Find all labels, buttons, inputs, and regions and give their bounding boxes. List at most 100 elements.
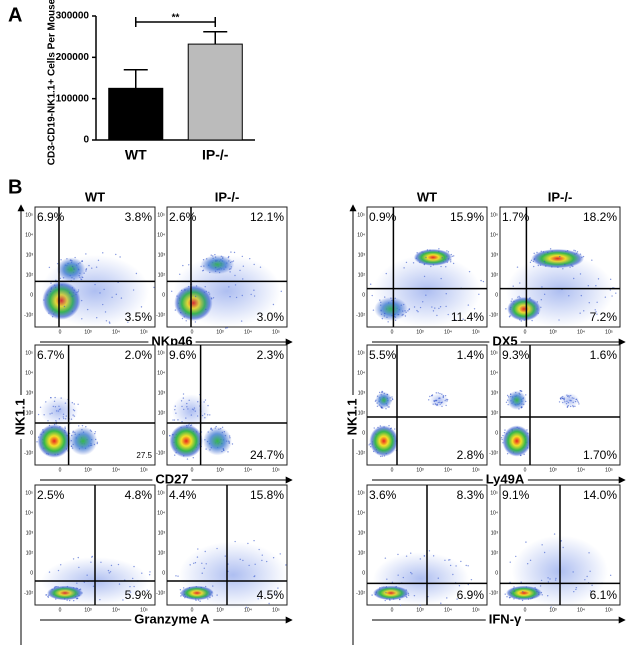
event-dot [227,451,229,453]
x-tick-label: 10⁴ [577,329,585,335]
y-tick-label: -10² [156,590,165,596]
y-tick-label: 10⁵ [490,212,498,218]
x-tick-label: 10³ [216,329,224,335]
y-tick-label: 10³ [358,390,366,396]
x-axis-label: CD27 [155,471,188,486]
y-tick-label: 10² [491,550,499,556]
event-dot [180,595,182,597]
y-tick-label: -10² [24,590,33,596]
event-dot [387,321,389,323]
event-dot [373,427,375,429]
event-dot [508,316,511,318]
density-blob [506,255,614,327]
y-tick-label: 10³ [491,530,499,536]
y-tick-label: 0 [495,570,498,576]
event-dot [60,259,62,261]
event-dot [384,599,386,602]
event-dot [435,392,437,394]
event-dot [438,248,440,250]
y-tick-label: 10⁵ [25,350,33,356]
event-dot [525,541,527,543]
quadrant-percent: 5.9% [125,588,153,602]
quadrant-percent: 9.1% [502,488,530,502]
y-tick-label: 10⁴ [157,510,165,516]
y-tick-label: 0 [30,292,33,298]
event-dot [515,555,517,558]
y-tick-label: 0 [162,570,165,576]
y-tick-label: 10⁴ [357,232,365,238]
event-dot [56,262,59,265]
quadrant-percent: 2.0% [125,348,153,362]
y-axis-label: CD3-CD19-NK1.1+ Cells Per Mouse [47,0,58,165]
significance-label: ** [172,13,180,24]
event-dot [77,403,79,405]
x-tick-label: 0 [59,329,62,335]
event-dot [115,253,117,256]
quadrant-percent: 2.5% [37,488,65,502]
event-dot [182,393,185,395]
quadrant-percent: 3.8% [125,210,153,224]
y-tick-label: 0 [30,570,33,576]
y-tick-label: 10⁵ [25,490,33,496]
event-dot [368,444,370,446]
event-dot [36,441,38,443]
x-tick-label: 10³ [84,329,92,335]
event-dot [119,256,121,258]
y-tick-label: 10² [491,272,499,278]
y-tick-label: 10⁵ [490,350,498,356]
y-tick-label: 100000 [56,93,90,104]
label-bg [131,611,214,627]
event-dot [609,574,612,577]
y-tick-label: 10⁴ [25,232,33,238]
event-dot [452,255,455,257]
density-blob [375,391,393,409]
event-dot [505,401,508,403]
event-dot [504,593,506,595]
y-tick-label: 10³ [158,252,166,258]
event-dot [547,251,549,254]
y-tick-label: 10² [158,550,166,556]
event-dot [591,259,593,261]
event-dot [462,318,464,320]
x-tick-label: 0 [391,329,394,335]
y-tick-label: 10⁴ [490,232,498,238]
event-dot [397,553,399,556]
event-dot [149,571,151,573]
column-header: IP-/- [215,189,240,204]
x-tick-label: 0 [191,467,194,473]
y-tick-label: 10² [26,410,34,416]
y-tick-label: 0 [83,135,89,146]
quadrant-percent: 9.6% [169,348,197,362]
density-blob [169,424,203,458]
y-tick-label: 300000 [56,11,90,22]
event-dot [153,286,155,289]
event-dot [578,403,580,405]
x-tick-label: 10⁵ [605,607,613,613]
event-dot [185,320,187,322]
y-tick-label: 10⁴ [25,510,33,516]
flow-plot: 10⁵ 10⁴ 10³ 10² 0 -10² 0 10³ 10⁴ 10⁵ 9.3% 1.6% 1.70% [489,344,621,473]
x-tick-label: 10⁴ [577,467,585,473]
x-tick-label: 10³ [549,607,557,613]
y-tick-label: 10³ [26,530,34,536]
event-dot [81,424,84,427]
event-dot [467,565,469,567]
event-dot [504,429,506,431]
x-tick-label: 10⁴ [577,607,585,613]
event-dot [549,248,552,250]
event-dot [171,290,173,293]
event-dot [519,390,521,392]
quadrant-percent: 12.1% [250,210,284,224]
label-bg [482,471,528,487]
event-dot [384,557,387,559]
x-tick-label: 10⁵ [472,467,480,473]
event-dot [230,251,232,253]
y-tick-label: 10³ [158,390,166,396]
y-tick-label: 0 [495,430,498,436]
y-tick-label: 10³ [491,252,499,258]
quadrant-percent: 24.7% [250,448,284,462]
y-tick-label: 10² [158,272,166,278]
x-tick-label: 0 [59,467,62,473]
x-axis-label: IFN-γ [489,611,522,626]
